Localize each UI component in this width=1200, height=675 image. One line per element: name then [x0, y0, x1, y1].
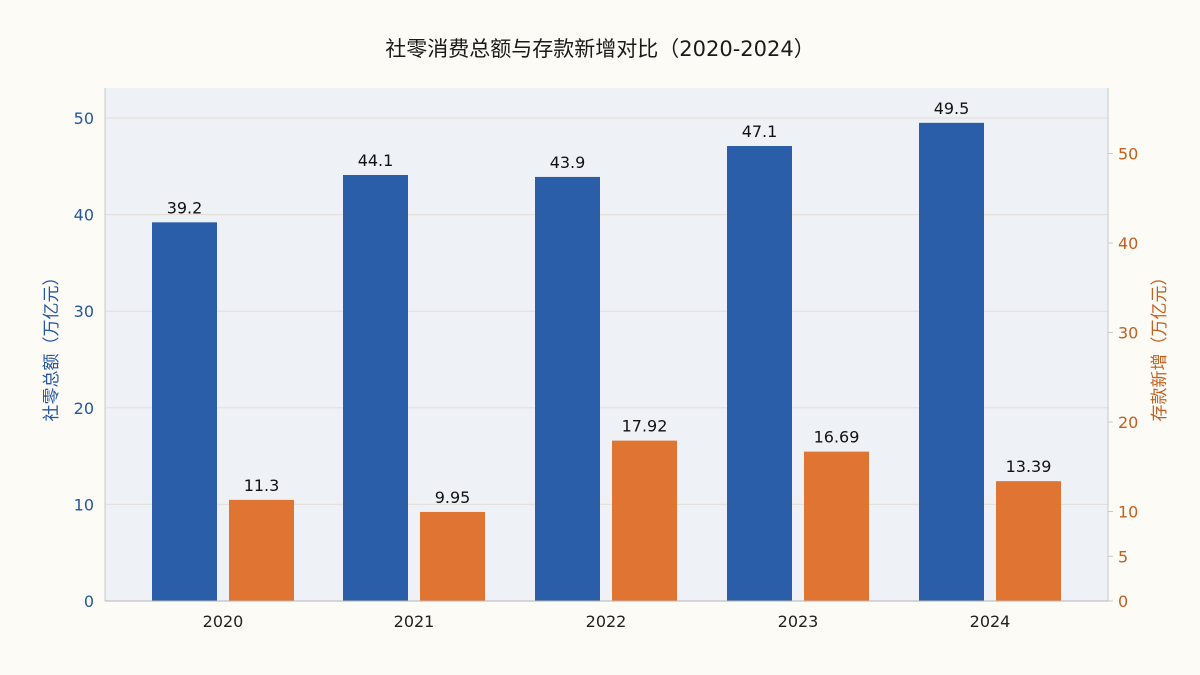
bar-left-series	[919, 122, 984, 601]
x-tick-label: 2023	[778, 612, 819, 631]
left-tick-label: 40	[74, 206, 94, 225]
right-axis-ticks: 0 5 10 20 30 40 50	[1108, 145, 1138, 611]
bars	[152, 122, 1061, 602]
left-axis-label: 社零总额（万亿元）	[42, 269, 62, 422]
bar-value-label: 17.92	[622, 417, 668, 436]
bar-right-series	[996, 481, 1061, 601]
right-tick-label: 50	[1118, 145, 1138, 164]
x-tick-label: 2021	[394, 612, 435, 631]
bar-right-series	[612, 440, 677, 601]
bar-left-series	[152, 222, 217, 601]
right-tick-label: 0	[1118, 592, 1128, 611]
bar-value-label: 16.69	[814, 428, 860, 447]
right-tick-label: 30	[1118, 324, 1138, 343]
right-tick-label: 20	[1118, 413, 1138, 432]
right-axis-label: 存款新增（万亿元）	[1150, 269, 1170, 422]
left-tick-label: 0	[84, 592, 94, 611]
right-tick-label: 10	[1118, 503, 1138, 522]
x-axis-ticks: 2020 2021 2022 2023 2024	[203, 612, 1011, 631]
bar-value-label: 13.39	[1006, 457, 1052, 476]
bar-value-label: 47.1	[742, 122, 778, 141]
bar-value-label: 49.5	[934, 99, 970, 118]
bar-left-series	[727, 146, 792, 602]
bar-left-series	[343, 174, 408, 601]
left-tick-label: 10	[74, 495, 94, 514]
x-tick-label: 2024	[970, 612, 1011, 631]
right-tick-label: 5	[1118, 547, 1128, 566]
bar-right-series	[229, 499, 294, 601]
bar-right-series	[804, 451, 869, 601]
left-axis-ticks: 0 10 20 30 40 50	[74, 109, 94, 611]
chart-title: 社零消费总额与存款新增对比（2020-2024）	[385, 37, 815, 61]
left-tick-label: 30	[74, 302, 94, 321]
bar-value-label: 9.95	[435, 488, 471, 507]
x-tick-label: 2022	[586, 612, 627, 631]
bar-value-label: 11.3	[244, 476, 280, 495]
bar-left-series	[535, 176, 600, 601]
bar-value-label: 44.1	[358, 151, 394, 170]
right-tick-label: 40	[1118, 234, 1138, 253]
left-tick-label: 50	[74, 109, 94, 128]
bar-value-label: 39.2	[167, 198, 203, 217]
bar-labels: 39.2 11.3 44.1 9.95 43.9 17.92 47.1 16.69 49.5 13…	[167, 99, 1052, 507]
left-tick-label: 20	[74, 399, 94, 418]
bar-value-label: 43.9	[550, 153, 586, 172]
x-tick-label: 2020	[203, 612, 244, 631]
bar-right-series	[420, 511, 485, 601]
